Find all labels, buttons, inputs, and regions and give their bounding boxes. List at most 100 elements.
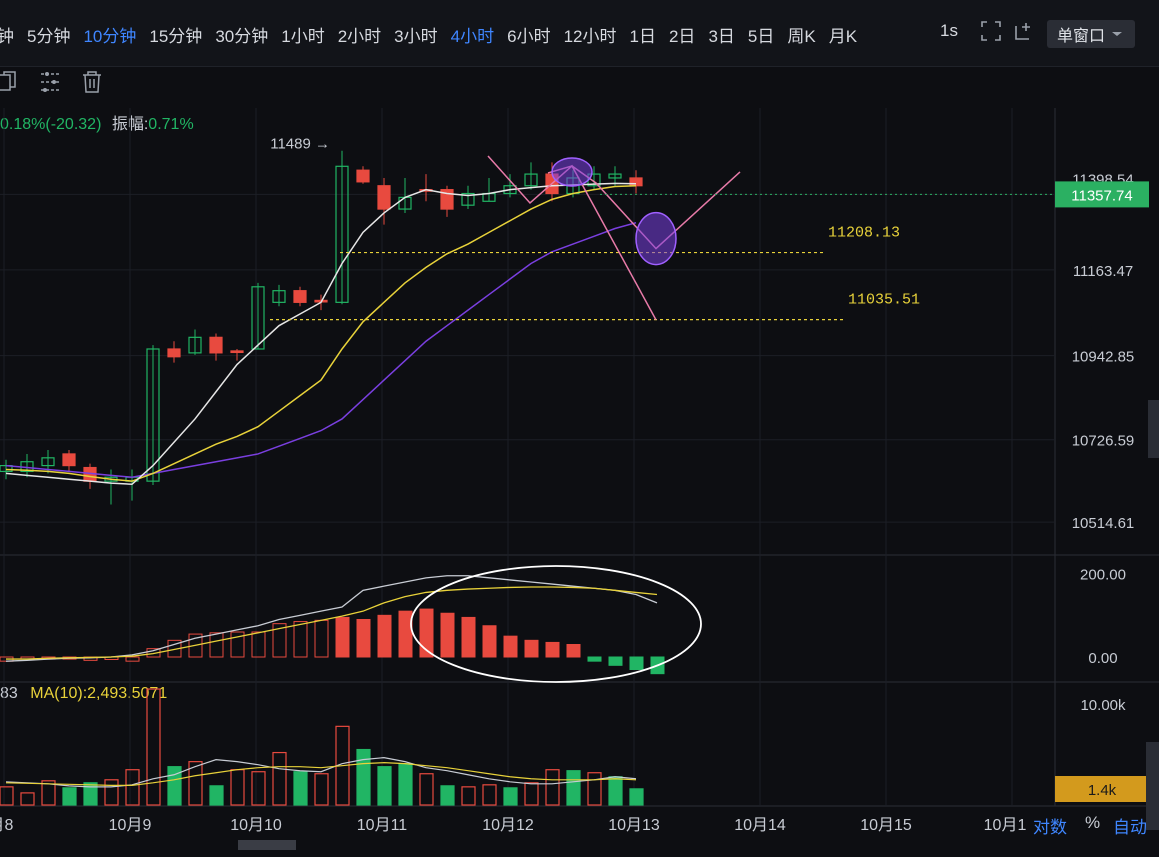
candle-up — [41, 457, 55, 467]
interval-tab[interactable]: 4小时 — [450, 27, 495, 46]
volume-bar-down — [41, 780, 56, 806]
interval-tab[interactable]: 5日 — [747, 27, 775, 46]
chevron-down-icon — [1112, 32, 1123, 36]
interval-tab[interactable]: 周K — [787, 27, 816, 46]
macd-tick-label: 0.00 — [1088, 650, 1117, 667]
auto-scale-toggle[interactable]: 自动 — [1113, 818, 1147, 837]
volume-bar-up — [629, 788, 644, 806]
candle-up — [461, 192, 475, 206]
interval-tab[interactable]: 30分钟 — [215, 27, 269, 46]
ma-long-line — [5, 221, 637, 479]
volume-bar-up — [356, 748, 371, 806]
volume-bar-up — [293, 771, 308, 806]
volume-bar-up — [566, 770, 581, 806]
price-scroll-handle[interactable] — [1148, 400, 1159, 458]
interval-tab[interactable]: 2小时 — [337, 27, 382, 46]
interval-tab[interactable]: 3小时 — [394, 27, 438, 46]
interval-tab[interactable]: 12小时 — [563, 27, 617, 46]
percent-toggle[interactable]: % — [1085, 813, 1101, 832]
interval-tab[interactable]: 分钟 — [0, 27, 14, 46]
volume-bar-down — [482, 784, 497, 806]
volume-bar-down — [314, 773, 329, 806]
interval-tab[interactable]: 3日 — [708, 27, 735, 46]
seconds-toggle[interactable]: 1s — [940, 21, 958, 40]
candle-up — [608, 173, 622, 179]
volume-bar-up — [167, 766, 182, 806]
volume-bar-down — [188, 761, 203, 806]
volume-bar-up — [62, 787, 77, 806]
time-axis-label: 10月11 — [357, 817, 408, 834]
macd-bar — [419, 608, 434, 658]
macd-bar — [251, 631, 266, 658]
add-window-icon[interactable] — [1012, 20, 1034, 42]
volume-scroll-handle[interactable] — [1146, 742, 1159, 830]
drawing-toolbar — [0, 68, 122, 96]
macd-bar — [524, 639, 539, 658]
macd-bar — [629, 656, 644, 670]
interval-tab[interactable]: 15分钟 — [149, 27, 203, 46]
volume-bar-down — [125, 769, 140, 806]
settings-icon[interactable] — [38, 70, 62, 94]
candle-down — [167, 348, 181, 358]
fullscreen-icon[interactable] — [980, 20, 1002, 42]
interval-tab[interactable]: 6小时 — [507, 27, 551, 46]
macd-bar — [398, 610, 413, 658]
interval-tab[interactable]: 月K — [828, 27, 858, 46]
log-scale-toggle[interactable]: 对数 — [1033, 818, 1067, 837]
last-price-label: 11357.74 — [1071, 187, 1132, 204]
macd-bar — [209, 632, 224, 658]
volume-bar-down — [272, 751, 287, 806]
volume-tick-label: 10.00k — [1080, 697, 1126, 714]
volume-bar-down — [419, 773, 434, 806]
candle-up — [335, 165, 349, 303]
trash-icon[interactable] — [80, 70, 104, 94]
time-axis-label: 10月1 — [984, 817, 1027, 834]
time-scroll-handle[interactable] — [238, 840, 296, 850]
volume-bar-up — [503, 787, 518, 806]
candle-down — [356, 169, 370, 183]
time-axis-label: 10月10 — [230, 817, 282, 834]
volume-bar-down — [104, 779, 119, 806]
macd-bar — [482, 625, 497, 658]
change-value: 0.18%(-20.32) — [0, 116, 102, 133]
projection-line-down — [487, 155, 657, 321]
macd-bar — [608, 656, 623, 666]
candle-up — [146, 348, 160, 482]
interval-tab[interactable]: 1日 — [629, 27, 656, 46]
price-tick-label: 11163.47 — [1073, 263, 1133, 280]
copy-icon[interactable] — [0, 70, 20, 94]
interval-tab[interactable]: 2日 — [668, 27, 696, 46]
window-mode-label: 单窗口 — [1057, 28, 1106, 45]
candle-down — [62, 453, 76, 467]
volume-bar-down — [251, 771, 266, 806]
macd-bar — [566, 644, 581, 658]
window-mode-select[interactable]: 单窗口 — [1047, 20, 1135, 48]
macd-bar — [461, 616, 476, 658]
candle-down — [293, 290, 307, 303]
volume-ma10-label: MA(10):2,493.5071 — [30, 685, 168, 702]
interval-tabs: 分钟 5分钟 10分钟 15分钟 30分钟 1小时 2小时 3小时 4小时 6小时 12小时 1日 2日… — [0, 22, 870, 47]
volume-bar-down — [146, 688, 161, 806]
last-price-tag — [1055, 181, 1149, 208]
price-tick-label: 10942.85 — [1072, 349, 1135, 366]
support-label-lower: 11035.51 — [848, 292, 920, 309]
price-stats: 0.18%(-20.32) 振幅:0.71% — [0, 110, 194, 134]
candle-up — [188, 336, 202, 354]
candle-down — [209, 336, 223, 354]
volume-bar-up — [398, 763, 413, 806]
interval-tab[interactable]: 10分钟 — [83, 27, 137, 46]
macd-bar — [272, 623, 287, 658]
high-price-marker: 11489 → — [270, 135, 330, 152]
candle-up — [272, 290, 286, 303]
volume-bar-up — [440, 785, 455, 806]
volume-bar-down — [20, 792, 35, 806]
volume-bar-down — [230, 769, 245, 806]
candle-down — [377, 185, 391, 210]
interval-tab[interactable]: 5分钟 — [27, 27, 71, 46]
ma-mid-line — [5, 184, 637, 482]
macd-bar — [335, 616, 350, 658]
volume-bar-down — [461, 786, 476, 806]
interval-tab[interactable]: 1小时 — [281, 27, 325, 46]
support-label-upper: 11208.13 — [828, 225, 900, 242]
